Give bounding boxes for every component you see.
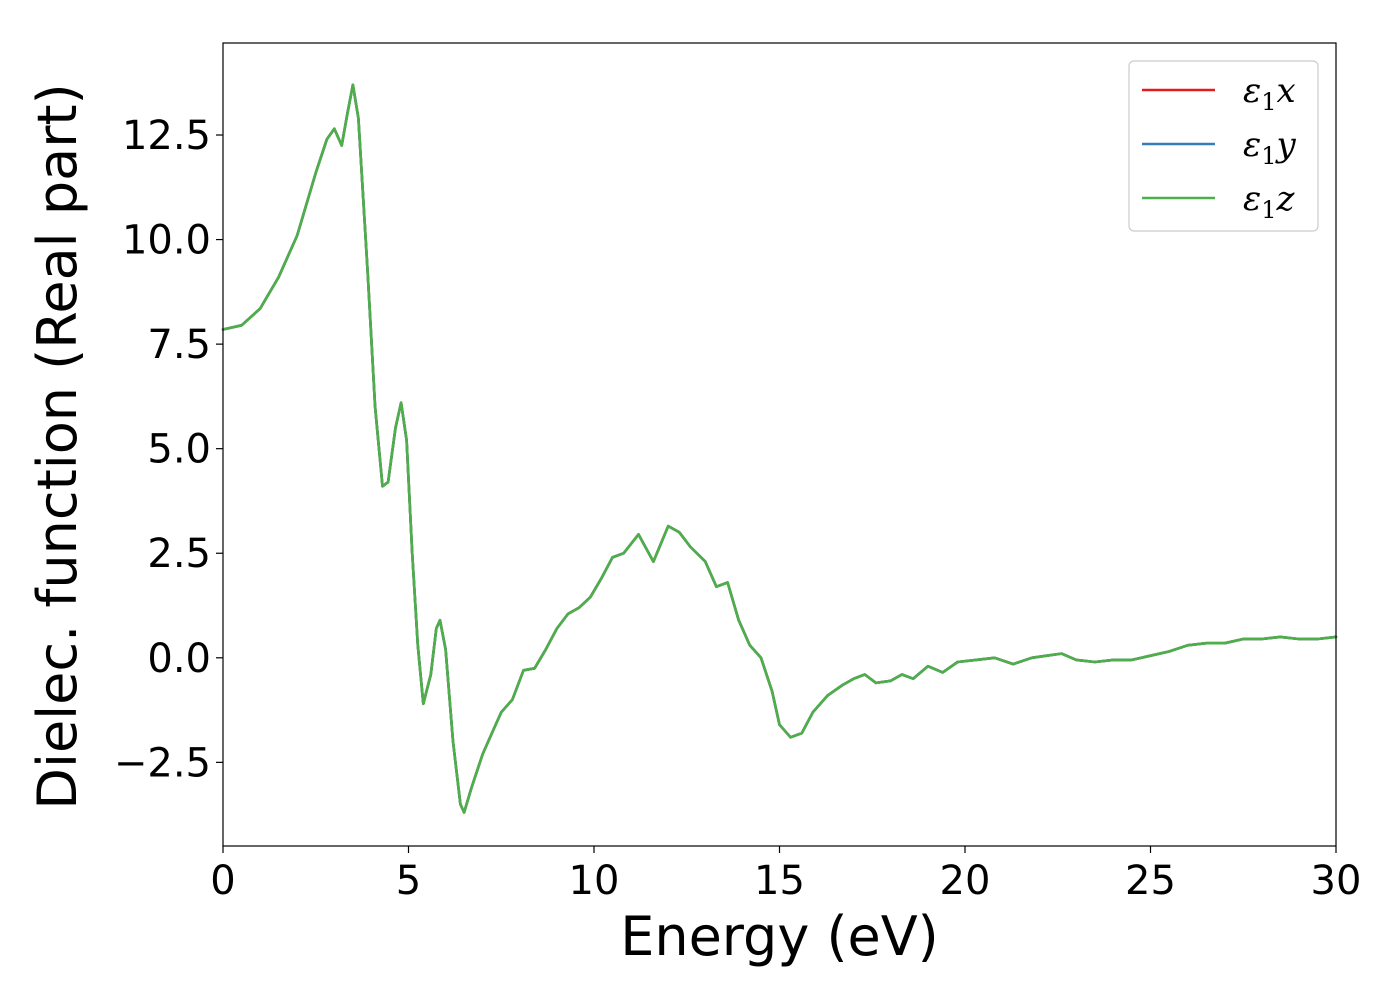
x-tick-label: 25 xyxy=(1125,858,1176,904)
y-tick-label: 2.5 xyxy=(147,531,211,577)
series-line-z xyxy=(221,83,1338,814)
legend-symbol: ε xyxy=(1243,179,1261,219)
x-tick-label: 15 xyxy=(754,858,805,904)
x-tick-label: 0 xyxy=(210,858,235,904)
x-tick-label: 30 xyxy=(1311,858,1362,904)
x-axis: 0 5 10 15 20 25 30 xyxy=(210,846,1361,904)
y-axis: −2.5 0.0 2.5 5.0 7.5 10.0 12.5 xyxy=(114,113,223,786)
legend-label-x: ε1x xyxy=(1243,71,1296,116)
legend-subscript: 1 xyxy=(1261,196,1276,224)
legend-box xyxy=(1128,60,1319,232)
y-tick-label: 5.0 xyxy=(147,427,211,473)
x-tick-label: 20 xyxy=(940,858,991,904)
x-tick-label: 10 xyxy=(569,858,620,904)
legend-suffix: z xyxy=(1276,179,1296,219)
legend-symbol: ε xyxy=(1243,71,1261,111)
y-tick-label: 12.5 xyxy=(122,113,211,159)
y-tick-label: −2.5 xyxy=(114,740,211,786)
legend-subscript: 1 xyxy=(1261,88,1276,116)
y-axis-title: Dielec. function (Real part) xyxy=(26,83,89,809)
x-tick-label: 5 xyxy=(396,858,421,904)
legend-symbol: ε xyxy=(1243,125,1261,165)
legend-suffix: x xyxy=(1277,71,1296,111)
legend-label-y: ε1y xyxy=(1243,125,1297,170)
x-axis-title: Energy (eV) xyxy=(620,905,939,968)
y-tick-label: 10.0 xyxy=(122,218,211,264)
legend-suffix: y xyxy=(1275,125,1297,165)
y-tick-label: 0.0 xyxy=(147,636,211,682)
plot-lines xyxy=(221,83,1338,814)
y-tick-label: 7.5 xyxy=(147,322,211,368)
legend-subscript: 1 xyxy=(1261,142,1276,170)
legend-label-z: ε1z xyxy=(1243,179,1296,224)
